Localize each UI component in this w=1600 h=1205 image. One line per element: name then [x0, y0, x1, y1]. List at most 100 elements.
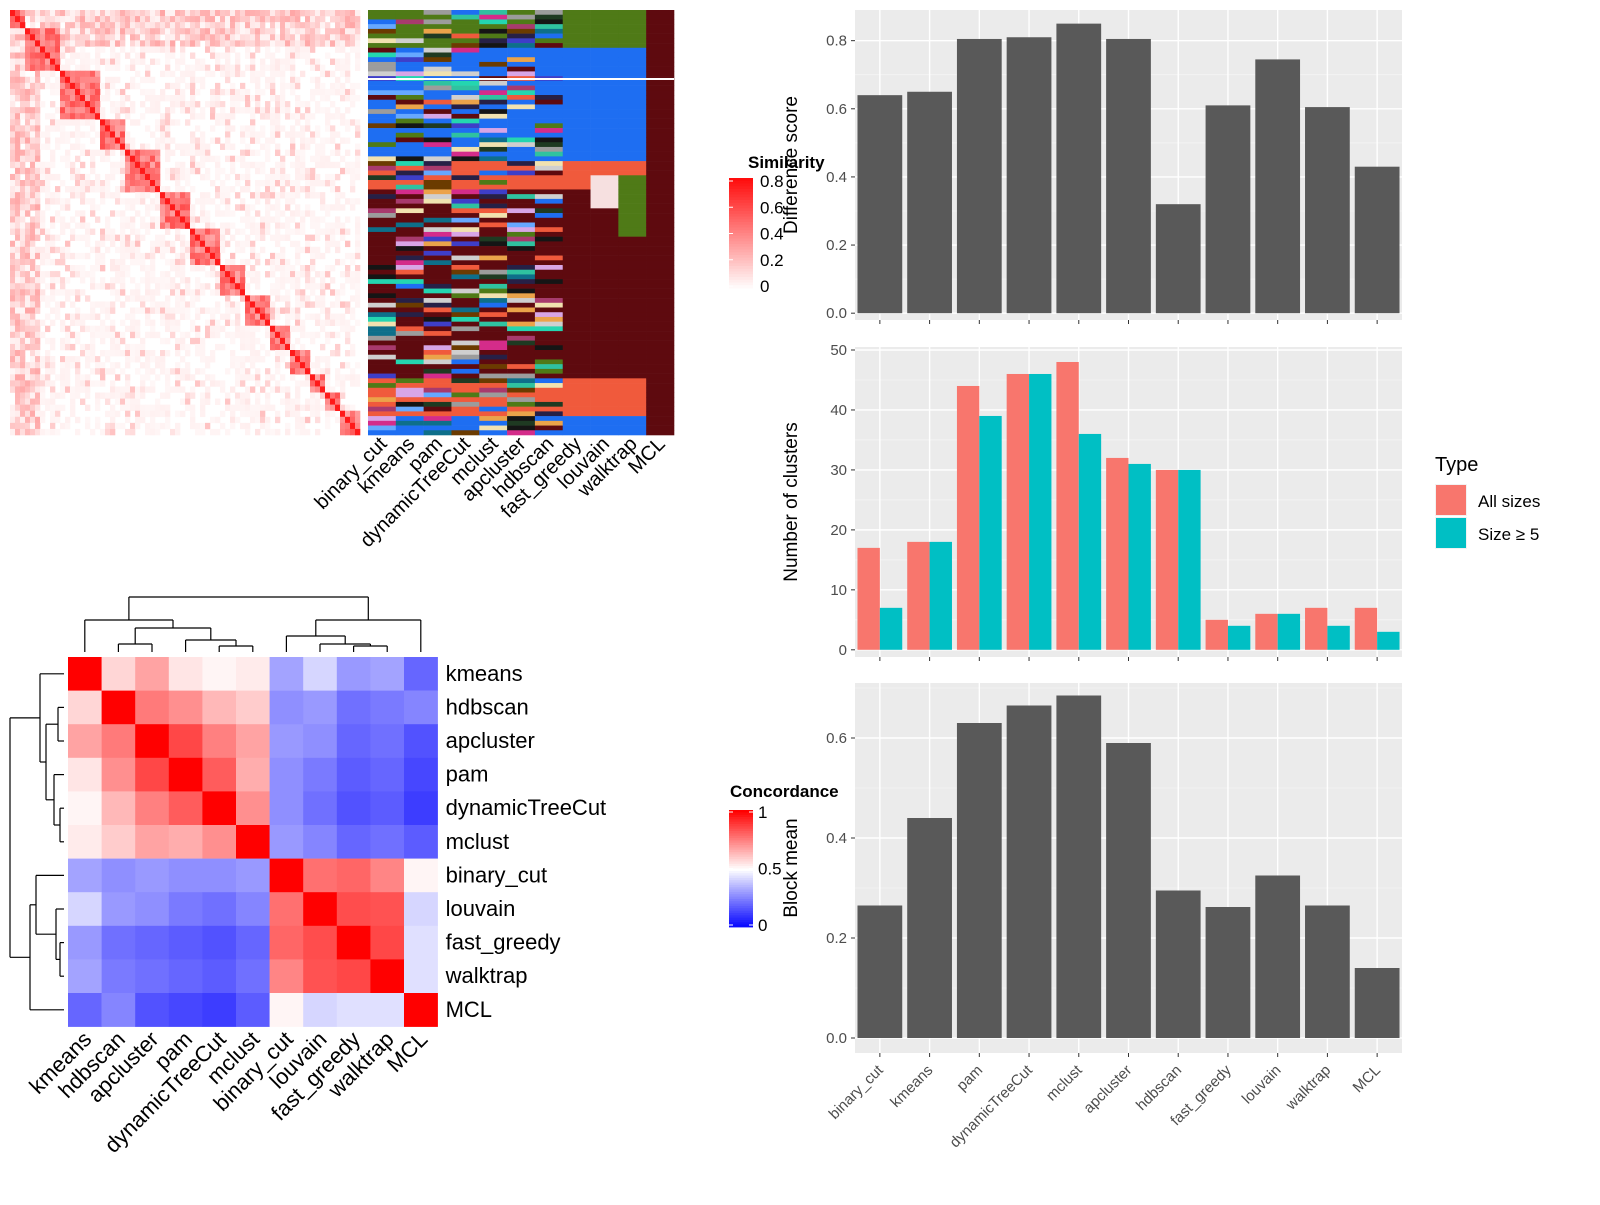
similarity-cell	[90, 107, 96, 114]
annotation-cell	[423, 208, 452, 214]
similarity-cell	[25, 368, 31, 375]
similarity-cell	[315, 313, 321, 320]
similarity-cell	[80, 52, 86, 59]
similarity-cell	[180, 265, 186, 272]
similarity-cell	[220, 198, 226, 205]
annotation-cell	[590, 47, 619, 53]
similarity-cell	[150, 76, 156, 84]
similarity-cell	[25, 167, 31, 175]
concordance-cell	[269, 959, 304, 994]
similarity-cell	[20, 149, 26, 157]
similarity-legend-gradient	[729, 191, 753, 195]
similarity-cell	[175, 161, 181, 169]
similarity-cell	[60, 180, 66, 187]
similarity-cell	[250, 125, 256, 132]
similarity-cell	[145, 222, 151, 229]
similarity-cell	[135, 228, 141, 235]
similarity-cell	[185, 216, 191, 223]
annotation-cell	[395, 161, 424, 167]
annotation-cell	[646, 430, 675, 436]
similarity-cell	[220, 180, 226, 187]
similarity-cell	[85, 350, 91, 357]
similarity-cell	[140, 307, 146, 314]
similarity-cell	[180, 16, 186, 23]
similarity-legend-title: Similarity	[748, 153, 825, 172]
similarity-cell	[270, 82, 276, 90]
similarity-cell	[165, 34, 171, 41]
similarity-cell	[160, 28, 166, 35]
similarity-cell	[70, 173, 76, 181]
similarity-cell	[210, 325, 216, 333]
annotation-cell	[618, 80, 647, 86]
similarity-cell	[230, 283, 236, 290]
similarity-cell	[145, 368, 151, 375]
similarity-cell	[210, 101, 216, 108]
similarity-cell	[40, 46, 46, 53]
bar-allsizes	[1155, 469, 1179, 650]
similarity-cell	[170, 22, 176, 29]
similarity-cell	[280, 125, 286, 132]
concordance-cell	[202, 993, 237, 1027]
similarity-cell	[235, 271, 241, 278]
similarity-cell	[115, 119, 121, 126]
similarity-cell	[100, 307, 106, 314]
similarity-cell	[85, 34, 91, 41]
similarity-cell	[155, 307, 161, 314]
similarity-cell	[235, 319, 241, 327]
annotation-cell	[590, 373, 619, 379]
annotation-cell	[368, 57, 397, 63]
similarity-cell	[30, 416, 36, 424]
similarity-cell	[325, 283, 331, 290]
similarity-cell	[330, 101, 336, 108]
similarity-cell	[330, 125, 336, 132]
annotation-cell	[507, 132, 536, 138]
similarity-cell	[280, 161, 286, 169]
similarity-cell	[60, 131, 66, 138]
similarity-cell	[30, 204, 36, 211]
concordance-cell	[101, 925, 136, 960]
annotation-cell	[590, 359, 619, 365]
similarity-cell	[25, 246, 31, 254]
annotation-cell	[451, 165, 480, 171]
similarity-cell	[275, 416, 281, 424]
similarity-cell	[10, 331, 16, 339]
similarity-cell	[175, 422, 181, 430]
similarity-cell	[275, 277, 281, 284]
similarity-cell	[230, 410, 236, 418]
similarity-cell	[110, 343, 116, 351]
similarity-cell	[25, 186, 31, 193]
similarity-cell	[245, 22, 251, 29]
similarity-cell	[275, 337, 281, 345]
annotation-cell	[590, 241, 619, 247]
annotation-cell	[562, 217, 591, 223]
similarity-cell	[115, 113, 121, 120]
annotation-cell	[534, 170, 564, 176]
similarity-cell	[120, 258, 126, 266]
similarity-cell	[145, 265, 151, 272]
similarity-cell	[185, 252, 191, 260]
annotation-cell	[451, 246, 480, 252]
similarity-cell	[215, 173, 221, 181]
concordance-cell	[202, 858, 237, 893]
similarity-legend-gradient	[729, 211, 753, 215]
concordance-cell	[202, 791, 237, 826]
concordance-legend-gradient	[729, 842, 753, 846]
similarity-cell	[255, 76, 261, 84]
similarity-cell	[200, 137, 206, 144]
concordance-cell	[101, 858, 136, 893]
similarity-cell	[295, 10, 301, 17]
concordance-cell	[202, 724, 237, 759]
similarity-cell	[230, 337, 236, 345]
similarity-cell	[125, 313, 131, 320]
similarity-cell	[305, 313, 311, 320]
similarity-legend-tick: 0	[760, 277, 769, 296]
similarity-cell	[240, 131, 246, 138]
annotation-cell	[562, 246, 591, 252]
similarity-cell	[40, 186, 46, 193]
similarity-cell	[110, 76, 116, 84]
similarity-cell	[250, 404, 256, 412]
similarity-cell	[130, 289, 136, 296]
similarity-cell	[100, 10, 106, 17]
similarity-cell	[345, 58, 351, 65]
similarity-cell	[195, 125, 201, 132]
